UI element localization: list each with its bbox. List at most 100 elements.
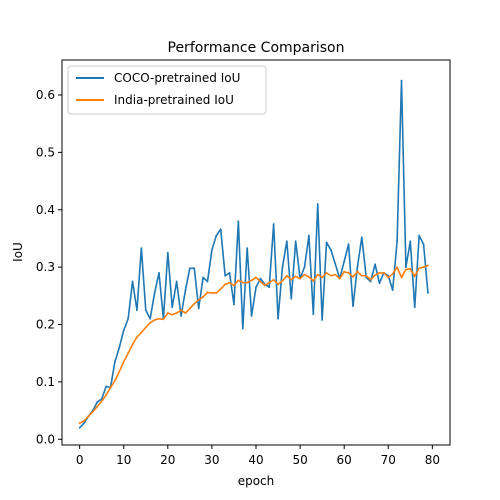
data-point: [382, 271, 385, 274]
data-point: [255, 286, 257, 289]
data-point: [162, 318, 165, 321]
legend: COCO-pretrained IoU India-pretrained IoU: [67, 65, 267, 115]
data-point: [255, 276, 257, 279]
data-point: [409, 267, 412, 270]
x-tick-label: 20: [160, 453, 175, 467]
data-point: [136, 336, 138, 339]
data-point: [105, 394, 107, 396]
data-point: [263, 284, 266, 287]
data-point: [259, 280, 262, 283]
data-point: [197, 298, 200, 301]
data-point: [325, 271, 328, 274]
data-point: [400, 276, 403, 279]
data-point: [303, 266, 306, 269]
data-point: [299, 277, 301, 280]
data-point: [153, 319, 156, 321]
chart-title: Performance Comparison: [168, 40, 345, 56]
data-point: [343, 270, 346, 273]
data-point: [149, 321, 152, 324]
data-point: [122, 329, 125, 332]
x-tick-label: 10: [116, 453, 131, 467]
data-point: [188, 267, 191, 270]
data-point: [233, 303, 235, 306]
data-point: [215, 292, 218, 294]
data-point: [427, 292, 429, 294]
data-point: [321, 319, 324, 321]
data-point: [294, 275, 297, 278]
y-axis-label: IoU: [11, 242, 25, 262]
data-point: [316, 203, 319, 205]
data-point: [100, 400, 103, 403]
data-point: [184, 289, 187, 291]
data-point: [158, 317, 160, 320]
data-point: [316, 273, 319, 276]
data-point: [290, 278, 293, 281]
data-point: [140, 247, 143, 250]
series-line-0: [79, 79, 429, 429]
data-point: [241, 281, 244, 284]
data-point: [290, 297, 293, 300]
data-point: [360, 274, 363, 277]
data-point: [378, 271, 381, 274]
data-point: [91, 410, 94, 413]
data-point: [127, 317, 130, 320]
data-point: [96, 401, 99, 403]
data-point: [224, 274, 227, 277]
data-point: [228, 281, 231, 284]
data-point: [166, 251, 169, 254]
data-point: [360, 236, 363, 239]
data-point: [171, 313, 174, 316]
data-point: [215, 234, 218, 237]
data-point: [118, 346, 121, 349]
legend-label-coco: COCO-pretrained IoU: [114, 71, 240, 85]
data-point: [83, 420, 85, 422]
x-axis: 0 10 20 30 40 50 60 70 80: [76, 445, 440, 467]
data-point: [391, 273, 394, 275]
data-point: [153, 292, 156, 294]
data-point: [246, 247, 249, 250]
data-point: [268, 281, 271, 284]
data-point: [396, 266, 398, 269]
data-point: [277, 317, 279, 320]
y-tick-label: 0.5: [36, 145, 55, 159]
data-point: [241, 327, 244, 330]
data-point: [246, 281, 249, 284]
data-point: [391, 289, 394, 291]
data-point: [281, 280, 284, 282]
data-point: [369, 278, 372, 281]
data-point: [197, 307, 200, 310]
data-point: [127, 352, 130, 355]
data-point: [308, 234, 310, 237]
data-point: [250, 315, 253, 317]
data-point: [171, 306, 174, 309]
data-point: [418, 234, 421, 237]
data-point: [211, 249, 213, 251]
data-point: [374, 263, 376, 266]
data-point: [184, 312, 187, 314]
data-point: [193, 267, 196, 270]
data-point: [422, 243, 425, 246]
data-point: [277, 283, 279, 286]
x-axis-label: epoch: [238, 474, 275, 488]
data-point: [405, 268, 407, 271]
data-point: [202, 296, 204, 298]
data-point: [122, 360, 125, 363]
data-point: [418, 267, 421, 270]
data-point: [224, 283, 227, 286]
data-point: [294, 240, 297, 243]
data-point: [312, 280, 315, 282]
data-point: [87, 415, 90, 418]
data-point: [347, 271, 350, 274]
data-point: [374, 274, 376, 277]
y-tick-label: 0.6: [36, 88, 55, 102]
data-point: [109, 386, 112, 389]
y-tick-label: 0.4: [36, 203, 55, 217]
data-point: [308, 275, 310, 278]
series-layer: [78, 79, 429, 429]
data-point: [250, 279, 253, 282]
data-point: [233, 284, 235, 287]
data-point: [188, 307, 191, 310]
data-point: [352, 305, 354, 308]
y-tick-label: 0.0: [36, 432, 55, 446]
legend-label-india: India-pretrained IoU: [114, 93, 234, 107]
